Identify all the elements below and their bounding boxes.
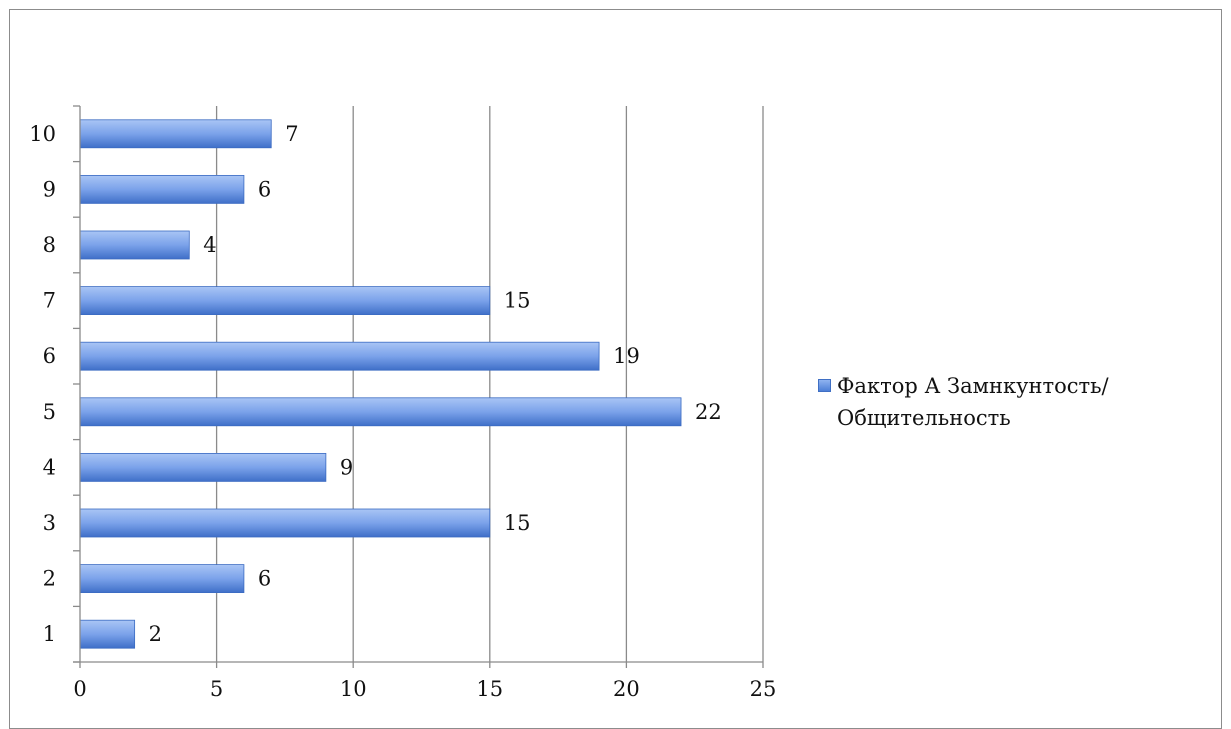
- y-tick-label: 4: [43, 455, 56, 479]
- data-label: 15: [504, 511, 531, 535]
- data-label: 2: [149, 622, 162, 646]
- bar: [79, 397, 682, 427]
- x-tick-label: 10: [340, 677, 367, 701]
- data-label: 4: [203, 233, 216, 257]
- x-tick-label: 25: [750, 677, 777, 701]
- y-tick-label: 7: [43, 289, 56, 313]
- y-tick-label: 8: [43, 233, 56, 257]
- data-label: 6: [258, 567, 271, 591]
- bar: [79, 564, 245, 593]
- y-tick-label: 9: [43, 177, 56, 201]
- x-tick-label: 20: [613, 677, 640, 701]
- y-tick-label: 2: [43, 567, 56, 591]
- x-tick-label: 0: [73, 677, 86, 701]
- bar: [79, 452, 327, 482]
- y-tick-label: 10: [29, 122, 56, 146]
- bar: [79, 174, 245, 204]
- bar: [79, 230, 190, 260]
- legend-label: Фактор А Замнкунтость/Общительность: [837, 374, 1109, 430]
- y-tick-label: 6: [43, 344, 56, 368]
- bar: [79, 341, 600, 371]
- data-label: 7: [285, 122, 298, 146]
- data-label: 9: [340, 455, 353, 479]
- bar: [79, 286, 491, 316]
- bar: [79, 508, 491, 538]
- x-tick-label: 15: [476, 677, 503, 701]
- bar: [79, 119, 272, 149]
- legend-swatch: [818, 379, 831, 392]
- legend: Фактор А Замнкунтость/Общительность: [818, 370, 1223, 434]
- y-tick-label: 3: [43, 511, 56, 535]
- x-tick-label: 5: [210, 677, 223, 701]
- data-label: 22: [695, 400, 722, 424]
- data-label: 19: [613, 344, 640, 368]
- data-label: 15: [504, 289, 531, 313]
- y-tick-label: 5: [43, 400, 56, 424]
- bar: [79, 619, 136, 649]
- y-tick-label: 1: [43, 622, 56, 646]
- data-label: 6: [258, 177, 271, 201]
